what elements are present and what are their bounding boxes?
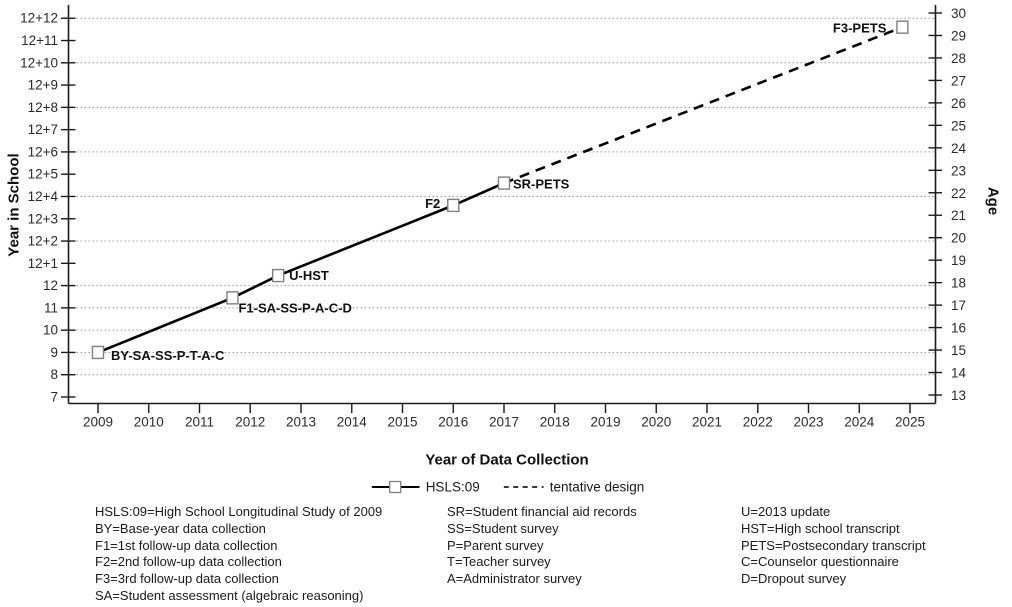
point-label: F2	[425, 196, 440, 211]
y-right-tick-label: 14	[951, 366, 967, 381]
x-tick-label: 2019	[590, 415, 620, 430]
y-right-tick-label: 13	[951, 388, 966, 403]
x-tick-label: 2020	[641, 415, 671, 430]
key-entry: PETS=Postsecondary transcript	[741, 537, 926, 553]
series-line-dashed	[503, 25, 903, 185]
point-label: BY-SA-SS-P-T-A-C	[111, 348, 225, 363]
key-entry: F1=1st follow-up data collection	[95, 537, 278, 553]
legend-item-tentative: tentative design	[503, 479, 645, 495]
y-left-tick-label: 7	[50, 390, 58, 405]
y-right-tick-label: 30	[951, 6, 966, 21]
data-point-marker	[271, 268, 285, 283]
y-right-tick-label: 27	[951, 73, 966, 88]
y-left-tick-label: 8	[50, 367, 58, 382]
key-entry: SR=Student financial aid records	[447, 504, 637, 519]
key-column-1: HSLS:09=High School Longitudinal Study o…	[95, 504, 382, 605]
y-left-tick-label: 12+3	[28, 211, 58, 226]
key-entry: U=2013 update	[741, 504, 831, 519]
legend-label-tentative: tentative design	[549, 479, 645, 495]
data-point-marker	[447, 198, 460, 213]
y-left-tick-label: 12+8	[28, 100, 58, 115]
key-entry: A=Administrator survey	[447, 571, 582, 587]
y-left-tick-label: 12+9	[28, 78, 58, 93]
legend-label-hsls09: HSLS:09	[425, 479, 480, 495]
y-right-tick-label: 25	[951, 118, 966, 133]
point-label: F1-SA-SS-P-A-C-D	[238, 300, 351, 315]
y-axis-title-left: Year in School	[5, 153, 23, 257]
plot-area: 12+12 12+11 12+10 12+9 12+8 12+7 12+6 12+5 12+4 1…	[20, 5, 967, 430]
key-entry: BY=Base-year data collection	[95, 520, 266, 536]
y-left-tick-label: 12+11	[21, 33, 58, 48]
y-left-tick-label: 12+7	[28, 122, 58, 137]
x-tick-label: 2021	[692, 415, 722, 430]
y-left-tick-label: 12+12	[20, 11, 58, 26]
y-right-tick-label: 15	[951, 343, 966, 358]
x-tick-label: 2013	[286, 415, 316, 430]
x-tick-label: 2011	[185, 415, 214, 430]
point-label: SR-PETS	[513, 177, 570, 192]
y-left-tick-label: 12	[43, 278, 58, 293]
key-entry: P=Parent survey	[447, 537, 544, 553]
y-left-tick-label: 12+6	[28, 144, 58, 159]
x-tick-label: 2022	[743, 415, 773, 430]
y-right-tick-label: 17	[951, 298, 966, 313]
abbreviation-key: HSLS:09=High School Longitudinal Study o…	[0, 504, 1012, 607]
y-right-tick-label: 28	[951, 51, 966, 66]
y-right-tick-label: 26	[951, 96, 966, 111]
key-entry: T=Teacher survey	[447, 554, 551, 570]
y-right-tick-label: 18	[951, 276, 966, 291]
key-entry: SS=Student survey	[447, 520, 559, 536]
y-right-tick-label: 23	[951, 163, 966, 178]
chart-legend: HSLS:09 tentative design	[371, 479, 645, 495]
y-right-tick-label: 19	[951, 253, 966, 268]
y-right-tick-label: 22	[951, 186, 966, 201]
point-label: F3-PETS	[833, 21, 887, 36]
x-tick-label: 2014	[337, 415, 368, 430]
y-left-tick-label: 10	[43, 323, 58, 338]
data-point-marker	[91, 345, 105, 360]
key-column-3: U=2013 update HST=High school transcript…	[741, 504, 926, 588]
y-left-tick-label: 12+4	[28, 189, 59, 204]
x-tick-label: 2016	[438, 415, 468, 430]
x-tick-label: 2017	[489, 415, 519, 430]
key-entry: HSLS:09=High School Longitudinal Study o…	[95, 504, 383, 519]
y-right-tick-label: 21	[951, 208, 966, 223]
x-tick-label: 2009	[83, 415, 113, 430]
legend-item-hsls09: HSLS:09	[371, 479, 480, 495]
solid-line-square-marker-icon	[371, 480, 420, 494]
x-tick-label: 2012	[235, 415, 265, 430]
y-left-tick-label: 12+5	[28, 167, 58, 182]
key-entry: C=Counselor questionnaire	[741, 554, 899, 570]
data-point-marker	[896, 20, 909, 34]
key-column-2: SR=Student financial aid records SS=Stud…	[447, 504, 637, 588]
dashed-line-icon	[503, 486, 544, 488]
key-entry: HST=High school transcript	[741, 520, 900, 536]
y-left-tick-label: 12+2	[28, 234, 58, 249]
y-left-tick-label: 12+1	[28, 256, 58, 271]
y-right-tick-label: 29	[951, 28, 966, 43]
y-right-tick-label: 16	[951, 321, 966, 336]
data-point-marker	[497, 176, 511, 190]
x-tick-label: 2015	[387, 415, 417, 430]
x-axis-title: Year of Data Collection	[425, 451, 589, 469]
y-right-tick-label: 24	[951, 141, 967, 156]
key-entry: SA=Student assessment (algebraic reasoni…	[95, 587, 364, 603]
data-point-marker	[226, 291, 239, 305]
y-right-tick-label: 20	[951, 231, 966, 246]
x-tick-label: 2010	[134, 415, 164, 430]
y-left-tick-label: 9	[50, 345, 58, 360]
key-entry: D=Dropout survey	[741, 571, 847, 587]
x-tick-label: 2025	[895, 415, 925, 430]
y-axis-title-right: Age	[984, 186, 1002, 216]
point-label: U-HST	[289, 268, 329, 283]
x-tick-label: 2018	[540, 415, 570, 430]
y-left-tick-label: 12+10	[20, 55, 58, 70]
y-left-tick-label: 11	[44, 300, 58, 315]
key-entry: F2=2nd follow-up data collection	[95, 554, 282, 570]
key-entry: F3=3rd follow-up data collection	[95, 571, 279, 587]
x-tick-label: 2023	[793, 415, 823, 430]
x-tick-label: 2024	[844, 415, 875, 430]
